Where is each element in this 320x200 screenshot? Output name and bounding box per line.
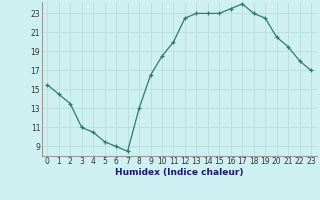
X-axis label: Humidex (Indice chaleur): Humidex (Indice chaleur) (115, 168, 244, 177)
